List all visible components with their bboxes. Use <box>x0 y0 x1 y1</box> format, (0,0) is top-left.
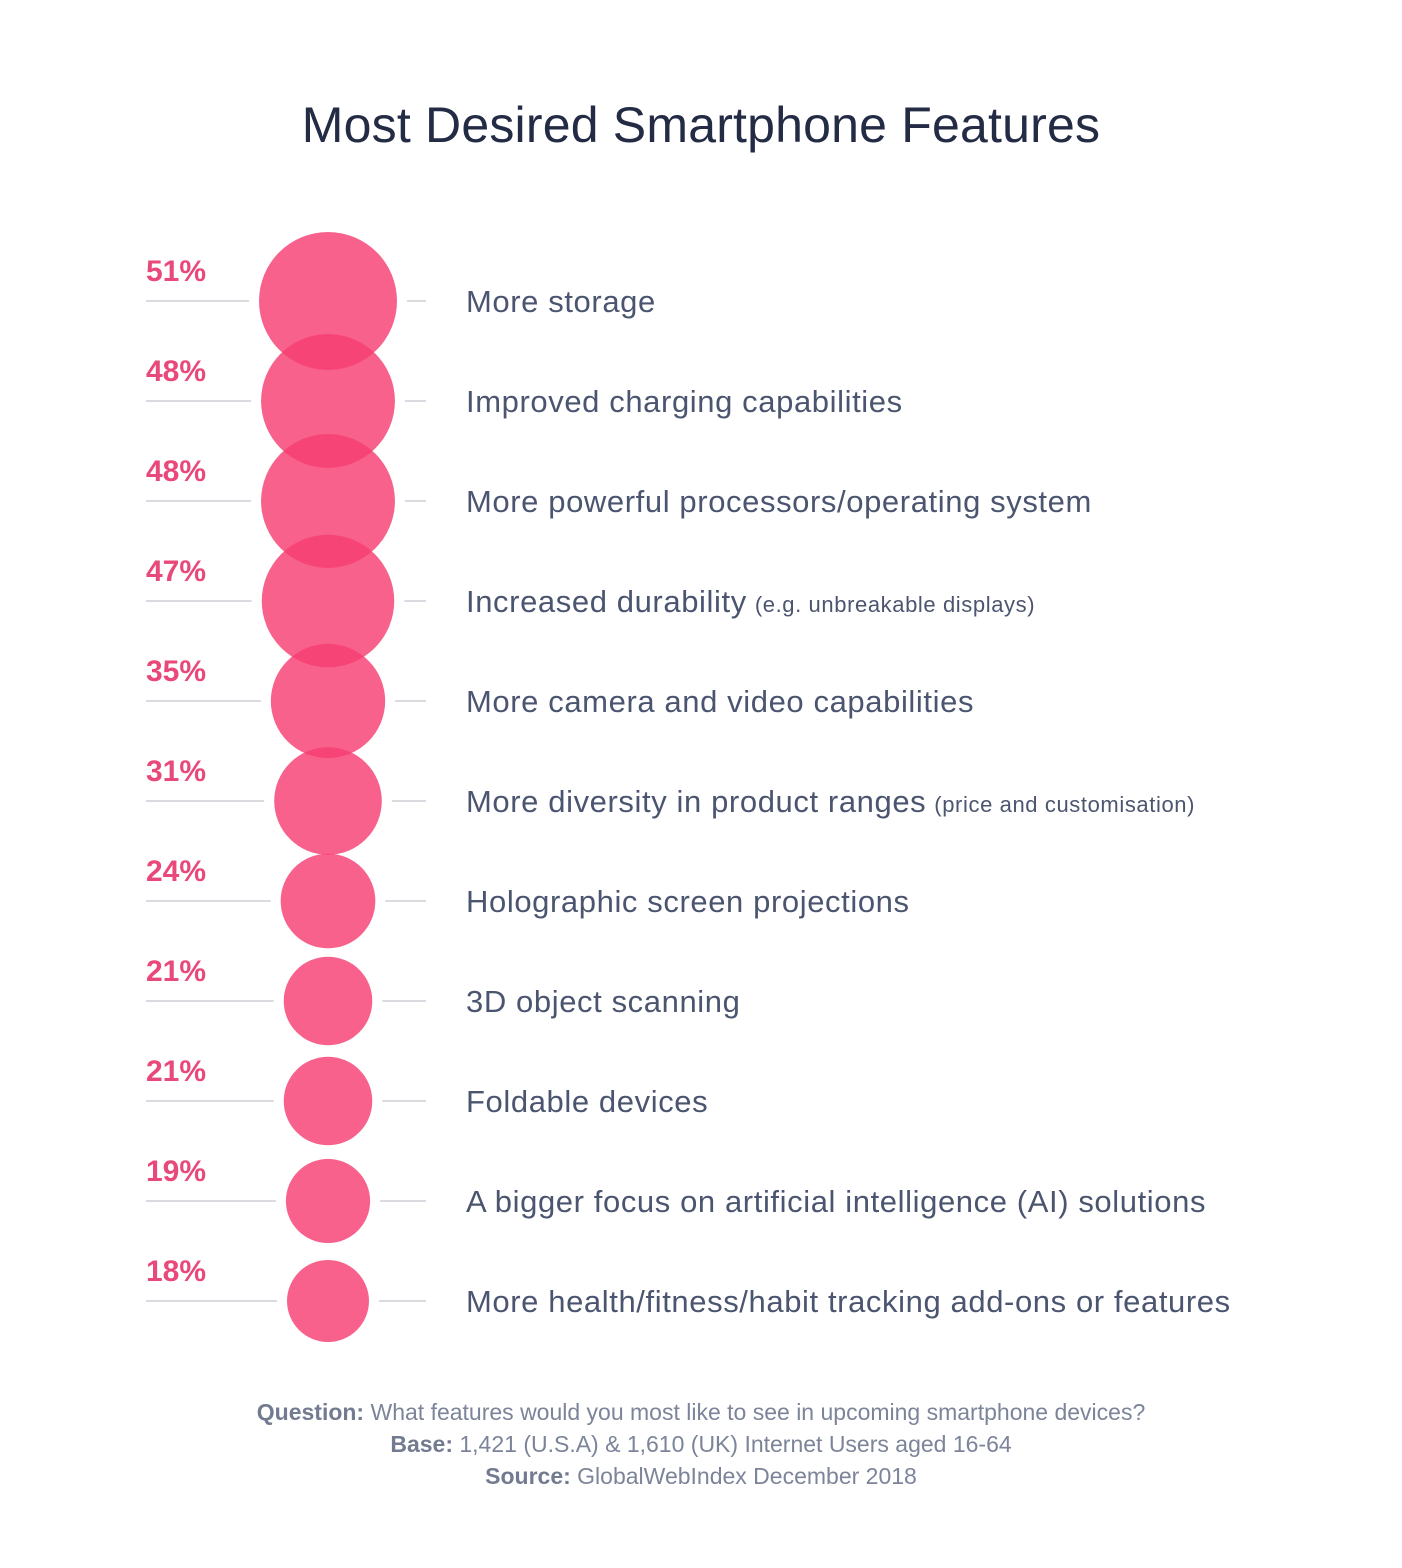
category-label-text: A bigger focus on artificial intelligenc… <box>466 1184 1206 1219</box>
footer-base: Base: 1,421 (U.S.A) & 1,610 (UK) Interne… <box>0 1428 1402 1460</box>
value-label: 21% <box>146 955 206 988</box>
value-label: 24% <box>146 855 206 888</box>
category-label: Increased durability (e.g. unbreakable di… <box>466 584 1035 619</box>
category-label-text: More camera and video capabilities <box>466 684 974 719</box>
bubble <box>274 747 382 855</box>
category-label-text: Foldable devices <box>466 1084 708 1119</box>
category-label: More health/fitness/habit tracking add-o… <box>466 1284 1231 1319</box>
bubble <box>261 534 395 668</box>
bubble <box>285 1158 371 1244</box>
category-label-text: Holographic screen projections <box>466 884 910 919</box>
base-text: 1,421 (U.S.A) & 1,610 (UK) Internet User… <box>459 1431 1012 1457</box>
chart-footer: Question: What features would you most l… <box>0 1396 1402 1492</box>
source-label: Source: <box>485 1463 571 1489</box>
value-label: 48% <box>146 455 206 488</box>
question-label: Question: <box>256 1399 365 1425</box>
value-label: 19% <box>146 1155 206 1188</box>
category-label: More camera and video capabilities <box>466 684 974 719</box>
category-label-note: (e.g. unbreakable displays) <box>755 592 1035 617</box>
category-label-note: (price and customisation) <box>934 792 1195 817</box>
category-label-text: More powerful processors/operating syste… <box>466 484 1092 519</box>
value-label: 31% <box>146 755 206 788</box>
chart-title: Most Desired Smartphone Features <box>301 97 1101 153</box>
bubbles <box>259 232 397 1342</box>
bubble <box>287 1260 369 1342</box>
value-label: 51% <box>146 255 206 288</box>
category-label: More powerful processors/operating syste… <box>466 484 1092 519</box>
category-label: A bigger focus on artificial intelligenc… <box>466 1184 1206 1219</box>
category-label-text: More diversity in product ranges <box>466 784 926 819</box>
category-label: More storage <box>466 284 656 319</box>
source-text: GlobalWebIndex December 2018 <box>577 1463 917 1489</box>
footer-source: Source: GlobalWebIndex December 2018 <box>0 1460 1402 1492</box>
base-label: Base: <box>390 1431 453 1457</box>
category-label: Holographic screen projections <box>466 884 910 919</box>
value-label: 48% <box>146 355 206 388</box>
bubble <box>261 334 395 468</box>
category-label: Foldable devices <box>466 1084 708 1119</box>
bubble <box>259 232 397 370</box>
bubble <box>283 956 373 1046</box>
category-label: More diversity in product ranges (price a… <box>466 784 1195 819</box>
footer-question: Question: What features would you most l… <box>0 1396 1402 1428</box>
value-label: 47% <box>146 555 206 588</box>
question-text: What features would you most like to see… <box>370 1399 1146 1425</box>
category-label: 3D object scanning <box>466 984 740 1019</box>
value-label: 35% <box>146 655 206 688</box>
category-label-text: More storage <box>466 284 656 319</box>
bubble <box>280 853 376 949</box>
category-label-text: Improved charging capabilities <box>466 384 903 419</box>
bubble <box>283 1056 373 1146</box>
value-label: 18% <box>146 1255 206 1288</box>
bubble <box>261 434 395 568</box>
category-label-text: Increased durability <box>466 584 747 619</box>
guide-lines <box>146 300 426 1302</box>
category-label-text: More health/fitness/habit tracking add-o… <box>466 1284 1231 1319</box>
bubble <box>270 643 386 759</box>
category-label-text: 3D object scanning <box>466 984 740 1019</box>
value-label: 21% <box>146 1055 206 1088</box>
labels: 51% More storage 48% Improved charging capa… <box>146 255 1231 1319</box>
category-label: Improved charging capabilities <box>466 384 903 419</box>
